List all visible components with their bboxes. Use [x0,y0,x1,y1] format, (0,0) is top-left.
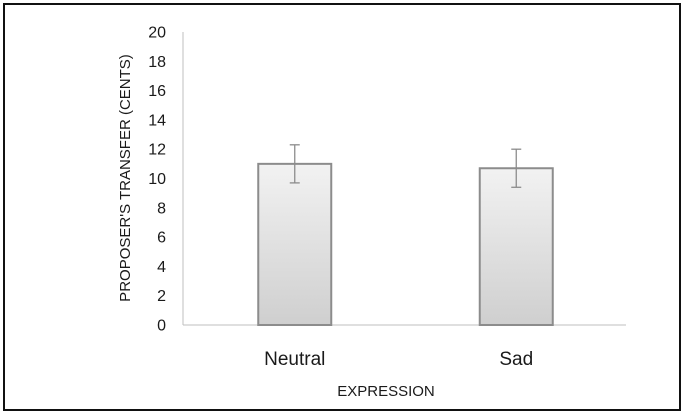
bar-neutral [257,162,333,326]
y-tick-label: 10 [148,171,166,188]
x-tick-label-sad: Sad [499,349,533,370]
y-tick-label: 2 [157,288,166,305]
bar-sad [478,167,554,326]
x-axis-label: EXPRESSION [337,383,435,400]
chart-frame: 0 2 4 6 8 10 12 14 16 18 20 Neutral Sad PROPOSER'S … [3,3,681,411]
error-bar-sad [511,148,522,188]
y-tick-label: 8 [157,200,166,217]
bar-chart: 0 2 4 6 8 10 12 14 16 18 20 Neutral Sad PROPOSER'S … [117,25,626,400]
y-tick-label: 18 [148,54,166,71]
y-tick-labels: 0 2 4 6 8 10 12 14 16 18 20 [148,25,166,335]
x-tick-label-neutral: Neutral [264,349,325,370]
error-bar-neutral [289,144,300,184]
y-tick-label: 0 [157,318,166,335]
y-axis-label: PROPOSER'S TRANSFER (CENTS) [117,54,134,302]
x-tick-labels: Neutral Sad [264,349,533,370]
y-tick-label: 14 [148,112,166,129]
y-tick-label: 6 [157,230,166,247]
y-tick-label: 20 [148,25,166,42]
error-bars-group [289,144,522,188]
bars-group [257,162,554,326]
y-tick-label: 12 [148,142,166,159]
y-tick-label: 16 [148,83,166,100]
y-tick-label: 4 [157,259,166,276]
